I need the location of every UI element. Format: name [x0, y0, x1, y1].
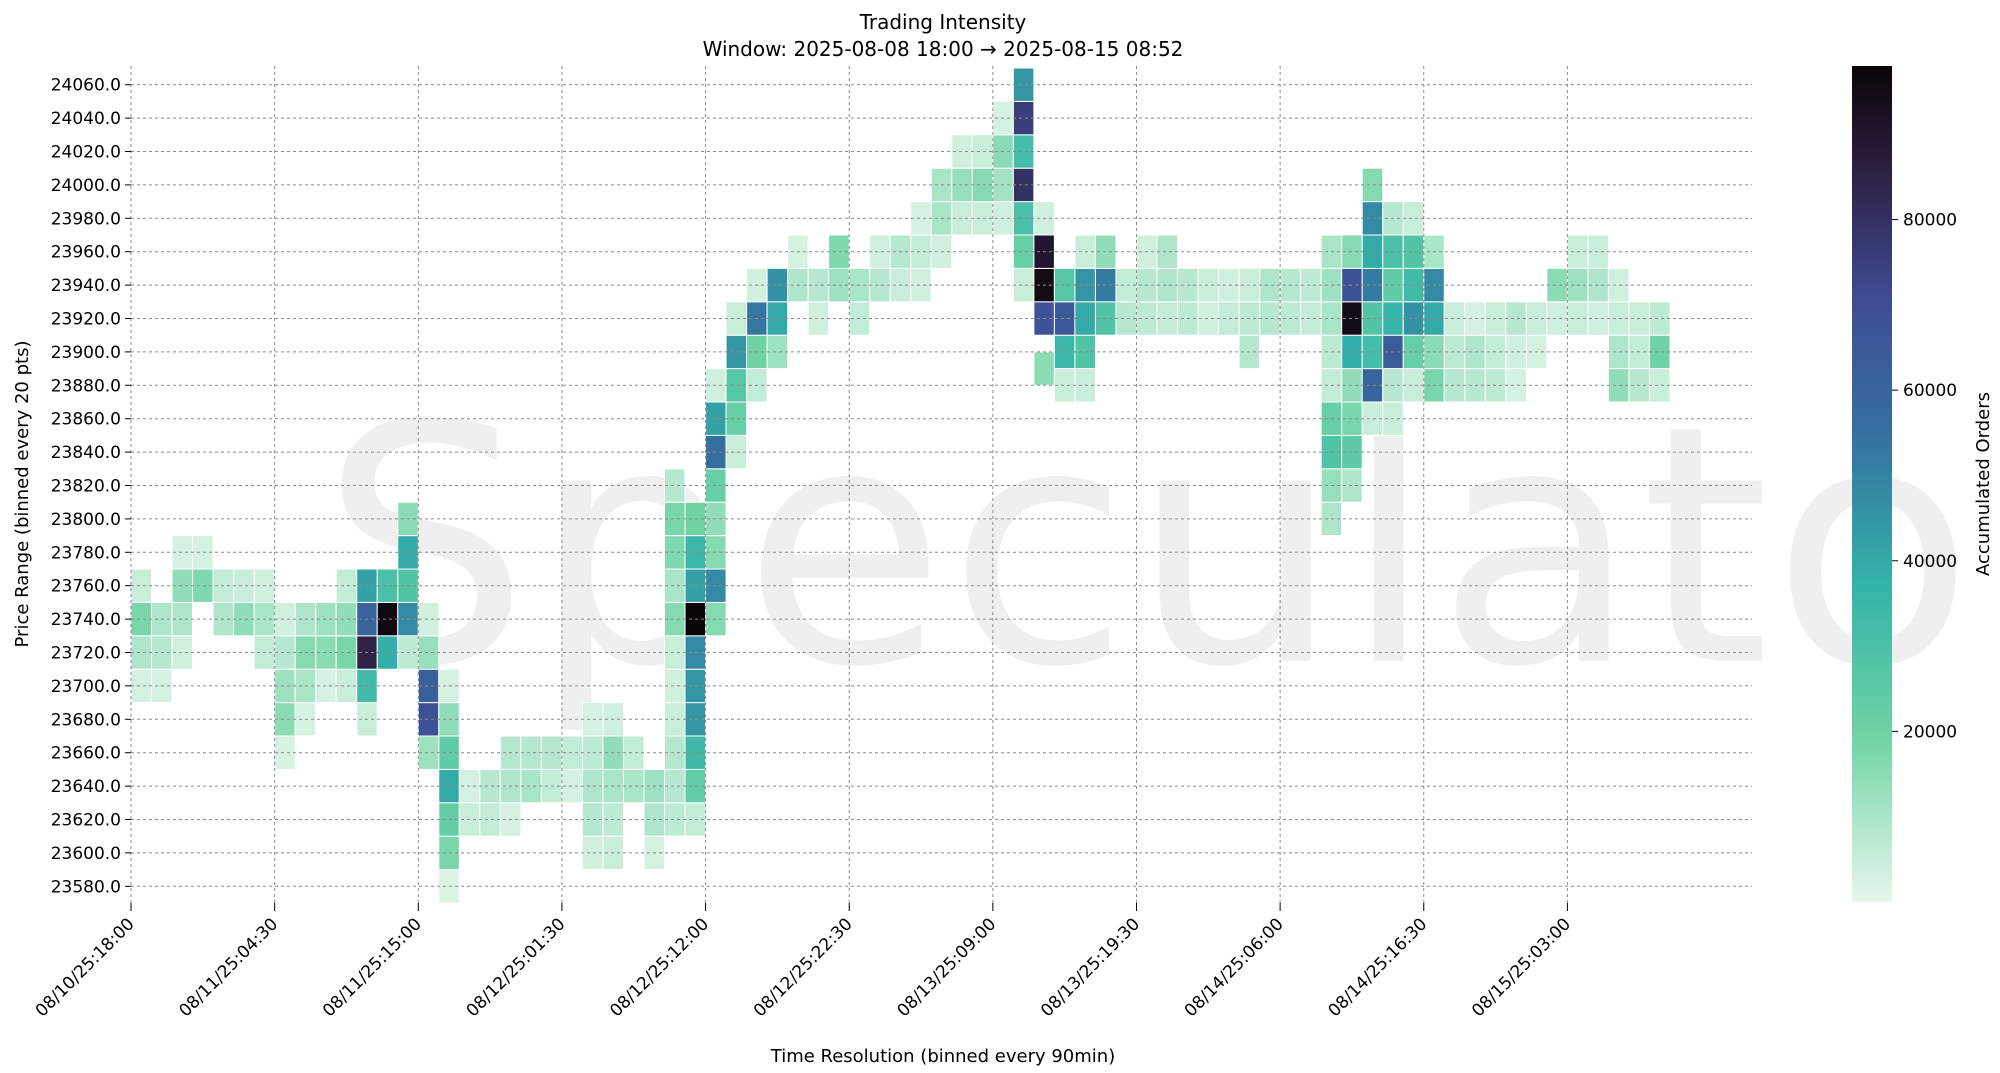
x-tick-label: 08/13/25:09:00: [894, 914, 1001, 1021]
y-tick-label: 23920.0: [51, 310, 121, 330]
heatmap-cell: [1402, 267, 1425, 303]
y-tick-label: 23880.0: [51, 376, 121, 396]
heatmap-cell: [1156, 234, 1179, 269]
colorbar-gradient: [1852, 66, 1892, 902]
x-tick-label: 08/15/25:03:00: [1468, 914, 1575, 1021]
y-tick-label: 23740.0: [51, 610, 121, 630]
x-tick-label: 08/13/25:19:30: [1037, 914, 1144, 1021]
y-tick-label: 23780.0: [51, 543, 121, 563]
y-tick-label: 23700.0: [51, 677, 121, 697]
x-tick-label: 08/10/25:18:00: [32, 914, 139, 1021]
y-tick-label: 23960.0: [51, 243, 121, 263]
heatmap-cell: [1648, 301, 1671, 336]
colorbar: 20000 40000 60000 80000: [1852, 66, 1957, 902]
heatmap-cell: [130, 601, 153, 637]
y-tick-label: 23800.0: [51, 510, 121, 530]
x-tick-label: 08/12/25:01:30: [463, 914, 570, 1021]
heatmap-cell: [1012, 100, 1035, 136]
heatmap-cell: [130, 568, 153, 603]
y-tick-label: 23840.0: [51, 443, 121, 463]
heatmap-cell: [766, 267, 789, 303]
x-axis-label: Time Resolution (binned every 90min): [770, 1046, 1115, 1067]
y-axis: 23580.0 23600.0 23620.0 23640.0 23660.0 23680…: [51, 76, 131, 897]
y-tick-label: 24000.0: [51, 176, 121, 196]
colorbar-tick-label: 80000: [1903, 211, 1957, 231]
y-tick-label: 23940.0: [51, 276, 121, 296]
x-tick-label: 08/12/25:22:30: [750, 914, 857, 1021]
y-tick-label: 23980.0: [51, 209, 121, 229]
y-tick-label: 24040.0: [51, 109, 121, 129]
y-tick-label: 23660.0: [51, 744, 121, 764]
y-tick-label: 23760.0: [51, 577, 121, 597]
x-axis: 08/10/25:18:00 08/11/25:04:30 08/11/25:15:…: [32, 903, 1575, 1021]
chart-subtitle: Window: 2025-08-08 18:00 → 2025-08-15 08…: [703, 37, 1184, 61]
x-tick-label: 08/14/25:06:00: [1181, 914, 1288, 1021]
y-tick-label: 23820.0: [51, 477, 121, 497]
y-tick-label: 24020.0: [51, 143, 121, 163]
heatmap-cell: [1648, 334, 1671, 370]
grid-lines: [130, 66, 1752, 903]
heatmap-cell: [1033, 351, 1055, 386]
y-tick-label: 23600.0: [51, 844, 121, 864]
x-tick-label: 08/11/25:04:30: [175, 914, 282, 1021]
heatmap-cell: [1012, 267, 1035, 303]
x-tick-label: 08/14/25:16:30: [1324, 914, 1431, 1021]
colorbar-label: Accumulated Orders: [1973, 392, 1994, 576]
x-tick-label: 08/12/25:12:00: [606, 914, 713, 1021]
y-tick-label: 23720.0: [51, 644, 121, 664]
y-tick-label: 23580.0: [51, 877, 121, 897]
y-axis-label: Price Range (binned every 20 pts): [12, 341, 33, 648]
colorbar-tick-label: 20000: [1903, 722, 1957, 742]
y-tick-label: 23680.0: [51, 710, 121, 730]
heatmap-cell: [1012, 234, 1035, 269]
heatmap-cell: [1012, 167, 1035, 203]
colorbar-tick-label: 60000: [1903, 381, 1957, 401]
heatmap-cell: [1156, 267, 1179, 303]
y-tick-label: 23860.0: [51, 410, 121, 430]
y-tick-label: 23620.0: [51, 811, 121, 831]
heatmap-cell: [376, 635, 399, 670]
heatmap-cell: [1012, 201, 1035, 236]
heatmap-cell: [376, 568, 399, 603]
heatmap-cell: [1012, 67, 1035, 102]
heatmap-cell: [622, 735, 645, 770]
heatmap-cell: [766, 334, 789, 370]
y-tick-label: 23640.0: [51, 777, 121, 797]
y-tick-label: 23900.0: [51, 343, 121, 363]
heatmap-cell: [1402, 234, 1425, 269]
heatmap-cell: [1156, 301, 1179, 336]
heatmap-cell: [130, 668, 153, 704]
heatmap-cell: [766, 301, 789, 336]
heatmap-cell: [1402, 334, 1425, 370]
x-tick-label: 08/11/25:15:00: [319, 914, 426, 1021]
y-tick-label: 24060.0: [51, 76, 121, 96]
heatmap-cell: [130, 635, 153, 670]
colorbar-tick-label: 40000: [1903, 552, 1957, 572]
heatmap-cell: [1648, 368, 1671, 403]
heatmap-cell: [376, 601, 399, 637]
heatmap-cell: [1402, 201, 1425, 236]
heatmap-cell: [622, 768, 645, 804]
heatmap-cell: [1012, 134, 1035, 169]
heatmap-cell: [1402, 368, 1425, 403]
chart-title: Trading Intensity: [859, 10, 1027, 34]
heatmap-cell: [1402, 301, 1425, 336]
